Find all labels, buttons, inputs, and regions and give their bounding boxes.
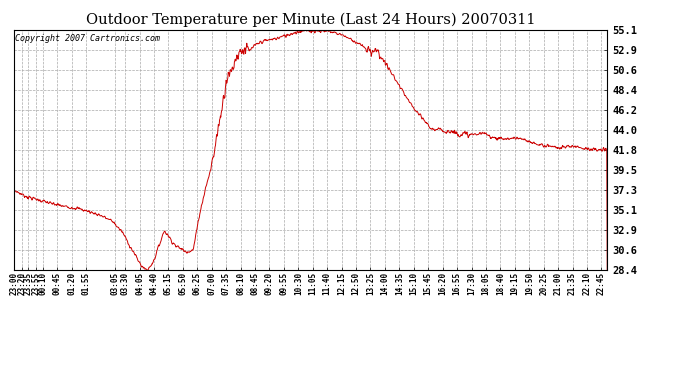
Title: Outdoor Temperature per Minute (Last 24 Hours) 20070311: Outdoor Temperature per Minute (Last 24 … [86, 13, 535, 27]
Text: Copyright 2007 Cartronics.com: Copyright 2007 Cartronics.com [15, 34, 160, 43]
